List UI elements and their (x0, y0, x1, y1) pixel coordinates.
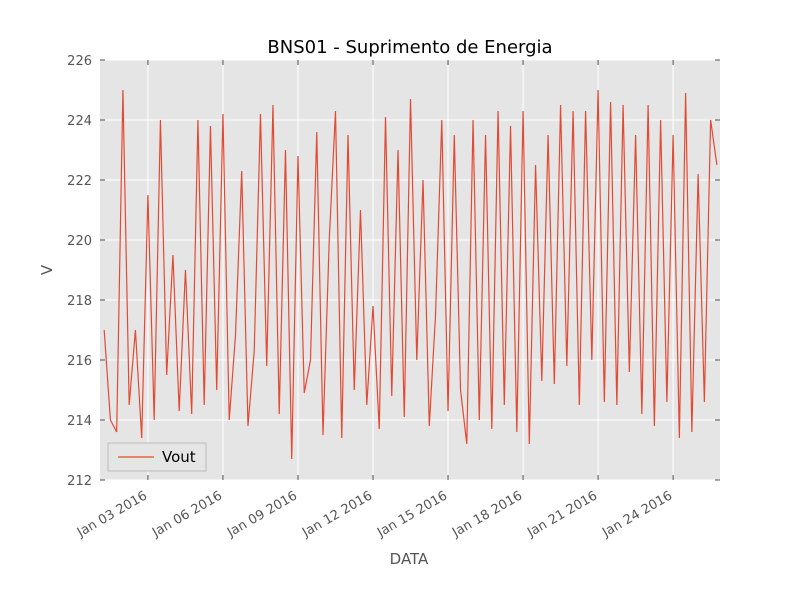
legend-label: Vout (162, 448, 196, 466)
x-tick-label: Jan 06 2016 (149, 488, 225, 540)
y-tick-label: 220 (67, 234, 92, 249)
x-tick-label: Jan 15 2016 (374, 488, 450, 540)
data-line (103, 89, 718, 460)
x-tick-label: Jan 09 2016 (224, 488, 300, 540)
y-tick-label: 212 (67, 474, 92, 489)
y-tick-label: 218 (67, 294, 92, 309)
chart-title: BNS01 - Suprimento de Energia (267, 37, 552, 58)
x-tick-label: Jan 24 2016 (599, 488, 675, 540)
x-tick-label: Jan 21 2016 (524, 488, 600, 540)
y-tick-label: 216 (67, 354, 92, 369)
x-tick-label: Jan 12 2016 (299, 488, 375, 540)
x-axis-label: DATA (390, 550, 429, 568)
y-axis-label: V (38, 264, 56, 275)
y-tick-label: 222 (67, 174, 92, 189)
x-tick-label: Jan 03 2016 (74, 488, 150, 540)
legend: Vout (107, 442, 207, 472)
y-tick-label: 214 (67, 414, 92, 429)
x-tick-label: Jan 18 2016 (449, 488, 525, 540)
y-tick-label: 226 (67, 54, 92, 69)
y-tick-label: 224 (67, 114, 92, 129)
